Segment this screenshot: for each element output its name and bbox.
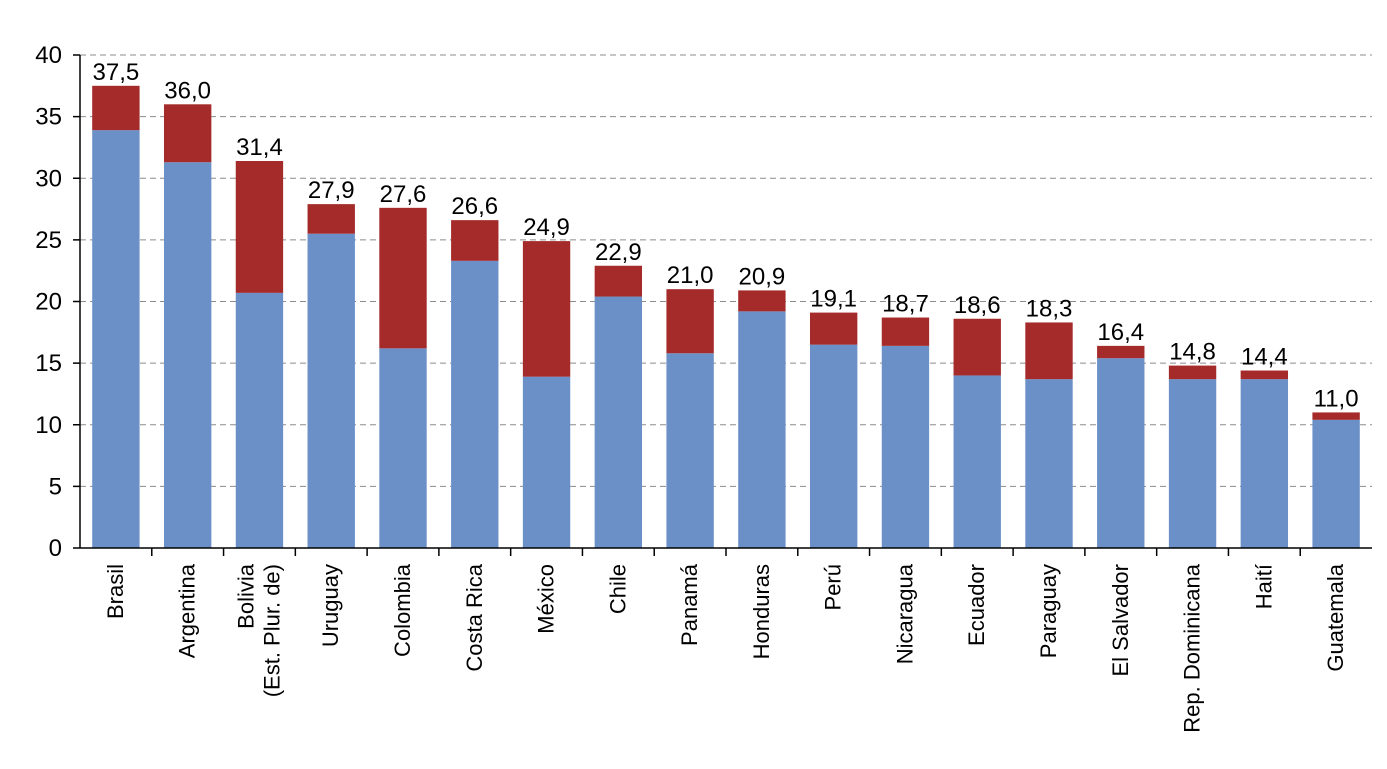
bar-total-label: 26,6 bbox=[451, 193, 498, 220]
y-tick-label: 10 bbox=[35, 412, 62, 439]
bars bbox=[92, 85, 1360, 549]
bar-segment-upper bbox=[307, 204, 355, 234]
bar-total-label: 11,0 bbox=[1314, 385, 1359, 412]
bar-segment-upper bbox=[881, 317, 930, 346]
bar-segment-lower bbox=[953, 375, 1001, 548]
category-label: Nicaragua bbox=[892, 563, 917, 664]
bar-segment-upper bbox=[235, 160, 284, 293]
category-label: (Est. Plur. de) bbox=[259, 564, 284, 697]
bar-segment-upper bbox=[163, 104, 212, 163]
y-tick-label: 20 bbox=[35, 289, 62, 316]
y-tick-label: 0 bbox=[49, 535, 62, 562]
bar-segment-lower bbox=[1312, 419, 1360, 548]
category-label: Panamá bbox=[677, 563, 702, 646]
bar-segment-lower bbox=[594, 296, 643, 548]
bar-total-label: 22,9 bbox=[595, 239, 642, 266]
bar-segment-upper bbox=[379, 207, 427, 349]
bar-segment-lower bbox=[235, 292, 284, 548]
category-label: Ecuador bbox=[964, 564, 989, 646]
bar-segment-lower bbox=[379, 348, 427, 548]
category-label: Chile bbox=[605, 564, 630, 614]
bar-segment-lower bbox=[451, 260, 499, 548]
bar-segment-upper bbox=[451, 220, 499, 261]
bar-segment-upper bbox=[809, 312, 858, 345]
bar-segment-lower bbox=[809, 344, 858, 548]
category-label: Haití bbox=[1251, 564, 1276, 609]
bar-segment-lower bbox=[738, 311, 786, 548]
bar-segment-upper bbox=[92, 85, 140, 131]
bar-total-label: 16,4 bbox=[1097, 319, 1144, 346]
bar-segment-lower bbox=[307, 233, 355, 548]
y-tick-label: 5 bbox=[49, 473, 62, 500]
y-tick-label: 35 bbox=[35, 104, 62, 131]
category-label: Honduras bbox=[749, 564, 774, 659]
category-label: Rep. Dominicana bbox=[1180, 563, 1205, 733]
category-label: Argentina bbox=[175, 563, 200, 658]
gridlines bbox=[80, 54, 1372, 487]
bar-segment-lower bbox=[881, 345, 930, 548]
bar-segment-upper bbox=[594, 265, 643, 297]
bar-segment-lower bbox=[1097, 358, 1145, 548]
bar-total-label: 20,9 bbox=[739, 263, 786, 290]
bar-total-label: 18,3 bbox=[1026, 295, 1073, 322]
bar-total-label: 27,6 bbox=[380, 181, 427, 208]
x-axis: Brasil Argentina Bolivia (Est. Plur. de) Uru… bbox=[80, 547, 1372, 733]
bar-segment-upper bbox=[953, 318, 1001, 376]
y-tick-label: 30 bbox=[35, 165, 62, 192]
bar-total-label: 24,9 bbox=[523, 214, 570, 241]
bar-total-label: 14,4 bbox=[1241, 344, 1288, 371]
data-labels: 37,5 36,0 31,4 27,9 27,6 26,6 24,9 22,9 21,0 20,9… bbox=[93, 59, 1359, 413]
y-tick-label: 15 bbox=[35, 350, 62, 377]
bar-segment-lower bbox=[1240, 379, 1289, 548]
bar-segment-lower bbox=[522, 376, 571, 548]
category-label: Uruguay bbox=[318, 564, 343, 647]
category-label: Bolivia bbox=[233, 563, 258, 629]
bar-segment-lower bbox=[1025, 379, 1073, 548]
category-label: Colombia bbox=[390, 563, 415, 657]
bar-segment-upper bbox=[1168, 365, 1217, 380]
category-label: Paraguay bbox=[1036, 564, 1061, 658]
bar-segment-lower bbox=[666, 353, 714, 548]
bar-segment-upper bbox=[666, 289, 714, 354]
bar-segment-lower bbox=[92, 130, 140, 548]
bar-total-label: 21,0 bbox=[667, 262, 714, 289]
bar-segment-upper bbox=[1240, 370, 1289, 380]
bar-total-label: 19,1 bbox=[810, 286, 857, 313]
bar-segment-lower bbox=[163, 162, 212, 549]
bar-total-label: 37,5 bbox=[93, 59, 140, 86]
bar-total-label: 36,0 bbox=[164, 77, 211, 104]
category-label: Guatemala bbox=[1323, 563, 1348, 671]
bar-segment-upper bbox=[738, 290, 786, 312]
bar-total-label: 27,9 bbox=[308, 177, 355, 204]
category-label: México bbox=[534, 564, 559, 634]
bar-segment-upper bbox=[1312, 412, 1360, 420]
bar-total-label: 18,6 bbox=[954, 292, 1001, 319]
bar-segment-upper bbox=[1025, 322, 1073, 380]
category-label: El Salvador bbox=[1108, 564, 1133, 677]
bar-segment-upper bbox=[522, 241, 571, 377]
category-label: Costa Rica bbox=[462, 563, 487, 671]
bar-total-label: 14,8 bbox=[1169, 339, 1216, 366]
y-axis: 0 5 10 15 20 25 30 35 40 bbox=[35, 42, 81, 562]
category-label: Perú bbox=[821, 564, 846, 610]
bar-segment-lower bbox=[1168, 379, 1217, 548]
bar-total-label: 18,7 bbox=[882, 291, 929, 318]
y-tick-label: 40 bbox=[35, 42, 62, 69]
category-label: Brasil bbox=[103, 564, 128, 619]
y-tick-label: 25 bbox=[35, 227, 62, 254]
bar-segment-upper bbox=[1097, 345, 1145, 359]
bar-total-label: 31,4 bbox=[236, 134, 283, 161]
